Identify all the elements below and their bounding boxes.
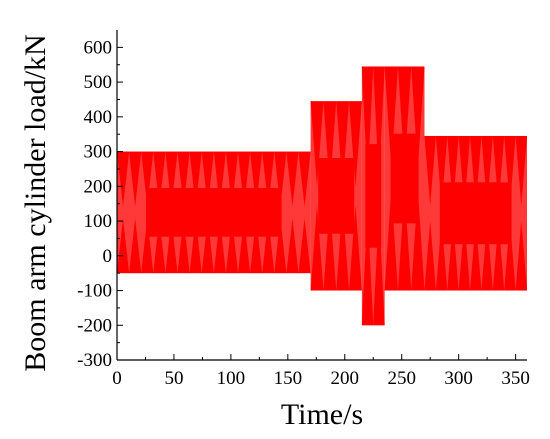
y-tick-label: 0 [103, 246, 113, 267]
y-tick-label: 400 [84, 107, 113, 128]
load-band-1 [310, 101, 362, 291]
plot-area [117, 66, 527, 326]
x-tick-label: 150 [274, 368, 303, 389]
x-tick-label: 200 [331, 368, 360, 389]
x-tick-label: 50 [164, 368, 183, 389]
x-tick-label: 350 [501, 368, 530, 389]
x-tick-label: 300 [444, 368, 473, 389]
x-tick-label: 0 [112, 368, 122, 389]
load-band-2 [361, 66, 385, 326]
y-tick-label: -200 [77, 315, 112, 336]
x-tick-label: 250 [387, 368, 416, 389]
y-tick-label: 200 [84, 176, 113, 197]
load-band-3 [384, 66, 425, 291]
y-tick-labels: -300 -200 -100 0 100 200 300 400 500 600 [77, 37, 112, 371]
x-tick-labels: 0 50 100 150 200 250 300 350 [112, 368, 530, 389]
load-band-0 [117, 151, 311, 274]
y-axis-title: Boom arm cylinder load/kN [19, 34, 52, 371]
y-tick-label: 500 [84, 72, 113, 93]
axes [116, 30, 527, 361]
y-tick-label: 100 [84, 211, 113, 232]
x-axis-title: Time/s [281, 398, 363, 431]
y-tick-label: 300 [84, 142, 113, 163]
y-tick-label: -100 [77, 281, 112, 302]
load-band-4 [424, 135, 527, 291]
y-tick-label: 600 [84, 37, 113, 58]
x-tick-label: 100 [217, 368, 246, 389]
y-tick-label: -300 [77, 350, 112, 371]
